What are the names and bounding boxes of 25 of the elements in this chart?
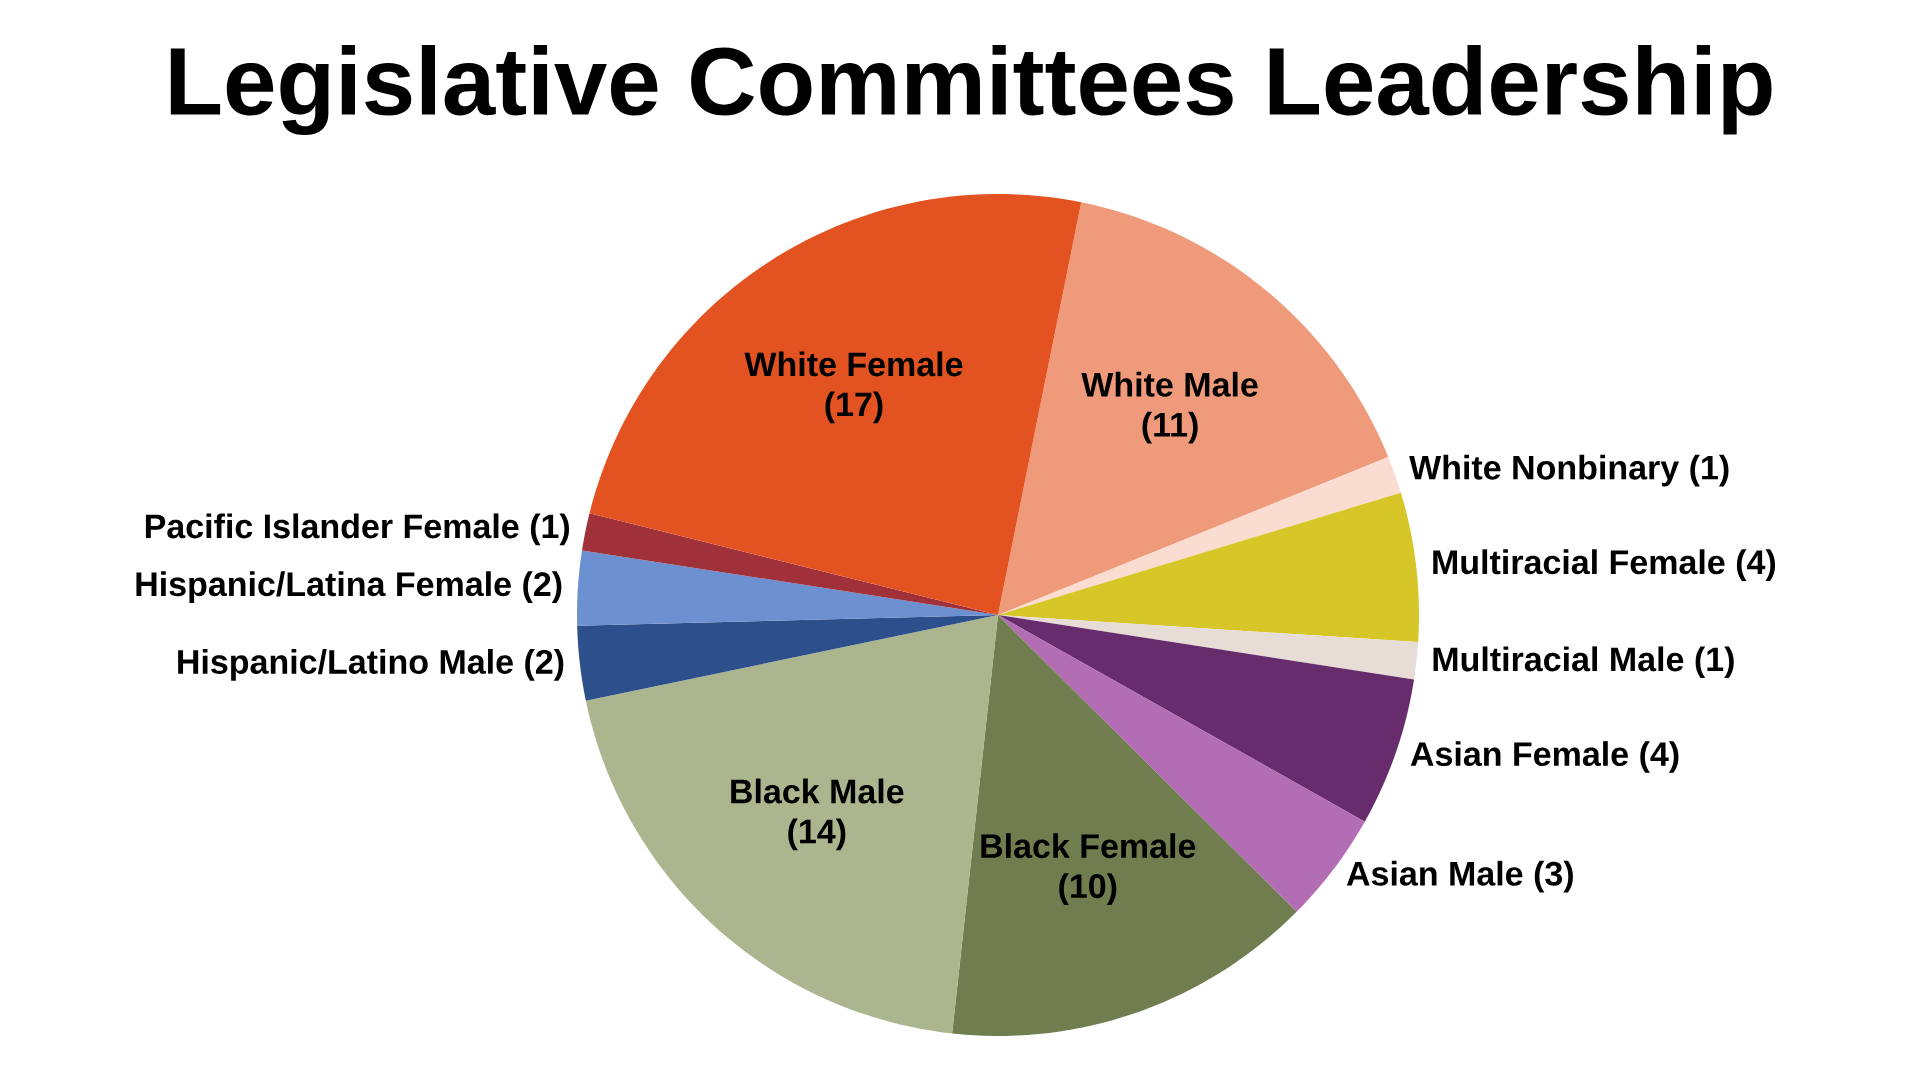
- slice-label: White Nonbinary: [1409, 454, 1679, 487]
- slice-label: Asian Male: [1346, 860, 1523, 886]
- chart-title: Legislative Committees Leadership: [170, 45, 1772, 135]
- data-label: (4): [1736, 549, 1776, 581]
- slice-label: Multiracial Male: [1433, 646, 1684, 672]
- slice-label: White Female: [744, 351, 963, 377]
- data-label: (4): [1640, 741, 1679, 773]
- data-label: (10): [1059, 873, 1117, 905]
- data-label: (2): [523, 571, 562, 603]
- slice-label: Black Male: [731, 778, 904, 804]
- data-label: (1): [1695, 646, 1734, 679]
- data-label: (3): [1534, 860, 1573, 893]
- slice-label: Asian Female: [1410, 741, 1628, 767]
- slice-label: Black Female: [981, 833, 1196, 859]
- data-label: (2): [525, 648, 564, 681]
- slice-label: Multiracial Female: [1433, 549, 1725, 575]
- slice-label: Hispanic/Latino Male: [178, 648, 513, 681]
- data-label: (1): [530, 513, 570, 546]
- data-label: (1): [1690, 454, 1729, 487]
- data-label: (14): [788, 818, 846, 851]
- data-label: (17): [825, 391, 883, 424]
- data-label: (11): [1142, 411, 1198, 444]
- slice-label: Hispanic/Latina Female: [136, 571, 511, 603]
- slice-label: White Male: [1081, 371, 1258, 397]
- slice-label: Pacific Islander Female: [145, 513, 519, 539]
